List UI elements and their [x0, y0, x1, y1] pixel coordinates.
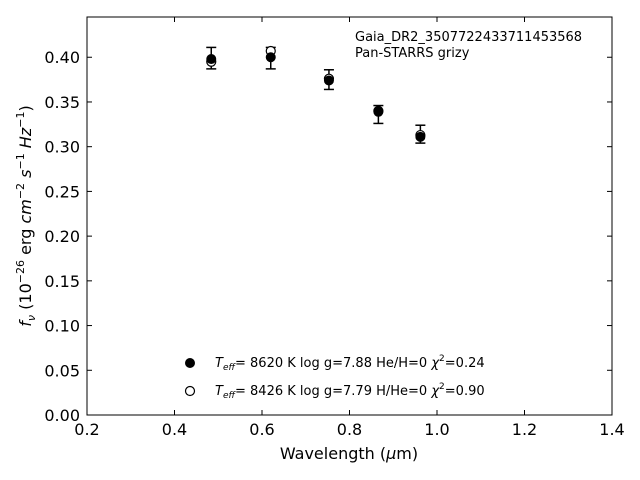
- model-point-filled: [206, 54, 217, 65]
- y-tick-label: 0.40: [44, 48, 80, 67]
- y-tick-label: 0.35: [44, 93, 80, 112]
- y-tick-label: 0.20: [44, 227, 80, 246]
- model-point-filled: [373, 106, 384, 117]
- x-tick-label: 0.4: [162, 420, 187, 439]
- annotation-survey: Pan-STARRS grizy: [355, 46, 470, 61]
- x-tick-label: 1.4: [599, 420, 624, 439]
- x-tick-label: 0.8: [337, 420, 362, 439]
- legend: Teff= 8620 K log g=7.88 He/H=0 χ2=0.24 T…: [184, 354, 485, 401]
- legend-marker-filled: [185, 358, 195, 368]
- axis-ticks: 0.2 0.4 0.6 0.8 1.0 1.2 1.4 0.00 0.05 0.10 0.15 0.2…: [44, 17, 625, 439]
- legend-marker-open: [184, 385, 196, 397]
- model-point-filled: [415, 131, 426, 142]
- legend-label-da: Teff= 8620 K log g=7.88 He/H=0 χ2=0.24: [215, 354, 485, 373]
- model-point-filled: [323, 75, 334, 86]
- legend-entry-db: Teff= 8426 K log g=7.79 H/He=0 χ2=0.90: [184, 382, 485, 401]
- y-tick-label: 0.30: [44, 138, 80, 157]
- y-axis-label: fν (10−26 erg cm−2 s−1 Hz−1): [14, 105, 38, 326]
- y-tick-label: 0.25: [44, 182, 80, 201]
- y-tick-label: 0.10: [44, 317, 80, 336]
- x-tick-label: 1.0: [424, 420, 449, 439]
- y-tick-label: 0.05: [44, 361, 80, 380]
- x-tick-label: 0.6: [249, 420, 274, 439]
- y-tick-label: 0.15: [44, 272, 80, 291]
- legend-entry-da: Teff= 8620 K log g=7.88 He/H=0 χ2=0.24: [185, 354, 485, 373]
- x-tick-label: 1.2: [512, 420, 537, 439]
- y-tick-label: 0.00: [44, 406, 80, 425]
- x-tick-label: 0.2: [74, 420, 99, 439]
- annotation-star-id: Gaia_DR2_3507722433711453568: [355, 30, 582, 45]
- legend-label-db: Teff= 8426 K log g=7.79 H/He=0 χ2=0.90: [215, 382, 485, 401]
- model-point-filled: [265, 52, 276, 63]
- plot-marks: [206, 45, 426, 144]
- x-axis-label: Wavelength (μm): [280, 444, 418, 463]
